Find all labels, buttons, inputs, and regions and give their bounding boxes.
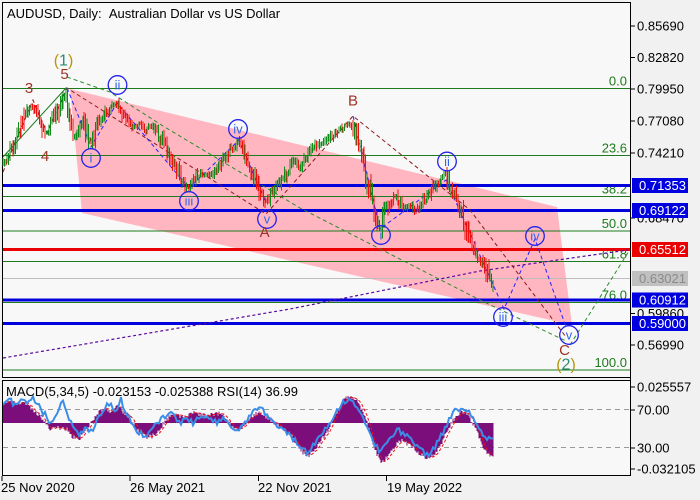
svg-text:22 Nov 2021: 22 Nov 2021 (258, 480, 332, 495)
svg-text:0.59000: 0.59000 (639, 316, 686, 331)
svg-text:(1): (1) (54, 53, 74, 70)
svg-text:A: A (260, 224, 270, 241)
svg-text:38.2: 38.2 (602, 182, 627, 197)
svg-text:5: 5 (60, 66, 68, 83)
svg-text:19 May 2022: 19 May 2022 (387, 480, 462, 495)
svg-text:26 May 2021: 26 May 2021 (130, 480, 205, 495)
svg-text:B: B (348, 93, 358, 110)
svg-text:100.0: 100.0 (594, 355, 627, 370)
svg-text:0.69122: 0.69122 (639, 203, 686, 218)
svg-text:30.00: 30.00 (637, 441, 670, 456)
svg-text:23.6: 23.6 (602, 141, 627, 156)
svg-text:3: 3 (25, 80, 33, 97)
svg-text:ii: ii (115, 78, 121, 93)
svg-text:0.85690: 0.85690 (637, 19, 684, 34)
svg-text:25 Nov 2020: 25 Nov 2020 (1, 480, 75, 495)
svg-text:0.74210: 0.74210 (637, 146, 684, 161)
svg-text:v: v (264, 212, 271, 227)
svg-text:-0.032105: -0.032105 (637, 462, 696, 477)
svg-text:0.82820: 0.82820 (637, 50, 684, 65)
svg-text:0.56990: 0.56990 (637, 338, 684, 353)
svg-text:50.0: 50.0 (602, 216, 627, 231)
svg-text:AUDUSD, Daily: Australian Dol: AUDUSD, Daily: Australian Dollar vs US D… (7, 6, 281, 21)
svg-text:70.00: 70.00 (637, 403, 670, 418)
svg-text:0.025557: 0.025557 (637, 380, 691, 395)
svg-text:0.79950: 0.79950 (637, 82, 684, 97)
svg-text:ii: ii (444, 154, 450, 169)
svg-text:iii: iii (499, 310, 508, 325)
svg-text:iv: iv (530, 229, 540, 244)
svg-text:i: i (380, 228, 383, 243)
svg-text:0.60912: 0.60912 (639, 293, 686, 308)
svg-text:C: C (559, 342, 570, 359)
svg-text:0.71353: 0.71353 (639, 178, 686, 193)
svg-text:0.77080: 0.77080 (637, 114, 684, 129)
svg-text:iii: iii (185, 194, 194, 209)
svg-text:(2): (2) (556, 357, 576, 374)
svg-text:iv: iv (233, 122, 243, 137)
svg-text:MACD(5,34,5) -0.023153 -0.0253: MACD(5,34,5) -0.023153 -0.025388 RSI(14)… (6, 384, 298, 399)
svg-text:0.63021: 0.63021 (639, 271, 686, 286)
svg-text:i: i (90, 151, 93, 166)
svg-text:v: v (566, 328, 573, 343)
svg-text:0.0: 0.0 (609, 74, 627, 89)
svg-text:0.65512: 0.65512 (639, 242, 686, 257)
svg-text:4: 4 (41, 148, 49, 165)
